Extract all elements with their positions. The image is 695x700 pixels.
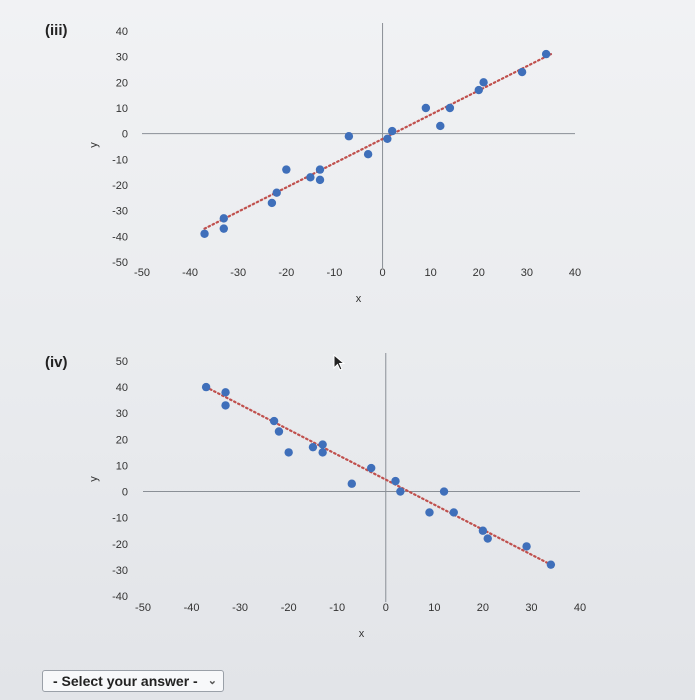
data-point <box>387 126 397 136</box>
x-tick-label: -10 <box>326 267 342 279</box>
x-tick-label: 20 <box>477 602 489 614</box>
scatter-chart-iii: (iii) 40 30 20 10 0 -10 -20 -30 -40 -50 -50 -40 -30 -… <box>0 0 695 320</box>
x-tick-label: 40 <box>569 267 581 279</box>
data-point <box>425 508 434 517</box>
chart-svg: 50 40 30 20 10 0 -10 -20 -30 -40 -50 -40 -30 -20 -10 0 1… <box>88 353 586 640</box>
y-tick-label: -50 <box>112 257 128 269</box>
data-point <box>221 401 230 410</box>
y-tick-label: 20 <box>116 434 128 446</box>
data-point <box>522 542 531 551</box>
data-point <box>315 175 325 185</box>
data-point <box>479 78 488 87</box>
x-tick-label: -50 <box>135 602 151 614</box>
data-point <box>306 173 315 182</box>
y-tick-label: 50 <box>116 356 128 368</box>
chevron-down-icon: ⌄ <box>207 675 217 687</box>
y-tick-label: -40 <box>112 591 128 603</box>
x-tick-label: -30 <box>230 267 246 279</box>
y-tick-label: 20 <box>116 77 128 89</box>
data-point <box>272 188 281 197</box>
answer-select-label: - Select your answer - <box>53 673 198 689</box>
data-point <box>541 49 551 59</box>
panel-label: (iv) <box>45 354 68 371</box>
x-tick-label: 20 <box>473 267 485 279</box>
data-point <box>363 150 373 159</box>
x-tick-label: 30 <box>521 267 533 279</box>
scatter-chart-iv: (iv) 50 40 30 20 10 0 -10 -20 -30 -40 -50 -40 -30 -20… <box>0 334 695 654</box>
x-tick-label: -30 <box>232 602 248 614</box>
data-point <box>449 508 458 517</box>
data-point <box>274 427 284 436</box>
data-point <box>318 440 327 449</box>
data-point <box>383 134 392 143</box>
x-tick-label: -40 <box>182 267 198 279</box>
x-tick-label: -20 <box>278 267 294 279</box>
data-point <box>200 229 209 238</box>
data-point <box>347 479 356 488</box>
y-tick-label: 0 <box>122 487 128 499</box>
x-tick-label: -40 <box>184 602 200 614</box>
chart-svg: 40 30 20 10 0 -10 -20 -30 -40 -50 -50 -40 -30 -20 -10 0… <box>88 23 581 305</box>
data-point <box>396 487 405 496</box>
data-point <box>474 85 483 95</box>
y-tick-label: -20 <box>112 180 128 192</box>
trendline <box>205 386 552 566</box>
panel-label: (iii) <box>45 22 68 39</box>
y-tick-label: -30 <box>112 206 128 218</box>
data-point <box>483 534 492 543</box>
x-tick-label: 10 <box>428 602 440 614</box>
x-axis-title: x <box>359 628 365 640</box>
y-axis-title: y <box>88 142 100 148</box>
x-tick-label: -20 <box>281 602 297 614</box>
data-point <box>421 103 431 113</box>
data-point <box>282 165 291 174</box>
mouse-pointer-icon <box>333 354 346 371</box>
data-point <box>284 448 293 457</box>
y-tick-label: -30 <box>112 565 128 577</box>
data-point <box>478 526 488 535</box>
x-tick-label: 30 <box>525 602 537 614</box>
data-point <box>221 388 230 397</box>
data-point <box>219 214 228 223</box>
x-tick-label: 10 <box>425 267 437 279</box>
data-point <box>201 382 211 392</box>
data-point <box>546 560 556 569</box>
data-point <box>344 132 354 141</box>
data-point <box>367 463 376 473</box>
answer-select[interactable]: - Select your answer - ⌄ <box>42 670 224 692</box>
data-point <box>436 121 445 131</box>
data-point <box>318 448 327 457</box>
x-tick-label: -50 <box>134 267 150 279</box>
y-tick-label: 30 <box>116 408 128 420</box>
data-point <box>267 198 277 208</box>
data-point <box>308 442 318 452</box>
y-tick-label: 40 <box>116 26 128 38</box>
y-tick-label: -40 <box>112 231 128 243</box>
y-tick-label: -10 <box>112 154 128 166</box>
y-tick-label: 10 <box>116 103 128 115</box>
data-point <box>391 476 400 486</box>
data-point <box>445 103 455 113</box>
y-axis-title: y <box>88 476 100 482</box>
y-tick-label: -20 <box>112 539 128 551</box>
data-point <box>315 165 325 174</box>
data-point <box>517 67 527 77</box>
data-point <box>439 487 449 496</box>
y-tick-label: 0 <box>122 129 128 141</box>
data-point <box>219 224 228 233</box>
y-tick-label: -10 <box>112 513 128 525</box>
y-tick-label: 30 <box>116 52 128 64</box>
y-tick-label: 10 <box>116 460 128 472</box>
data-point <box>269 416 279 426</box>
x-axis-title: x <box>356 293 362 305</box>
x-tick-label: 40 <box>574 602 586 614</box>
trendline <box>203 52 553 230</box>
x-tick-label: -10 <box>329 602 345 614</box>
x-tick-label: 0 <box>379 267 385 279</box>
x-tick-label: 0 <box>383 602 389 614</box>
y-tick-label: 40 <box>116 382 128 394</box>
